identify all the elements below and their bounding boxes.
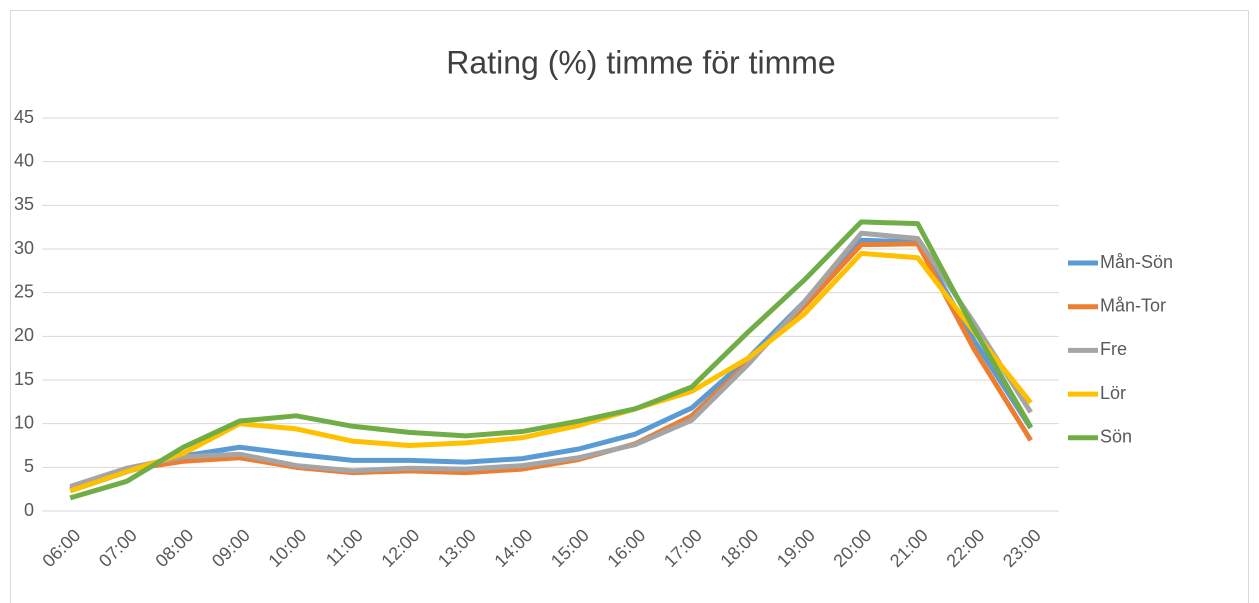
x-tick-label: 17:00 — [660, 525, 706, 571]
line-series — [69, 230, 1033, 489]
x-tick-label: 15:00 — [547, 525, 593, 571]
line-series — [69, 250, 1033, 494]
x-tick-label: 14:00 — [490, 525, 536, 571]
legend-label: Mån-Sön — [1100, 252, 1173, 272]
y-tick-label: 15 — [14, 369, 34, 389]
x-tick-label: 07:00 — [95, 525, 141, 571]
x-tick-label: 08:00 — [151, 525, 197, 571]
x-tick-label: 22:00 — [942, 525, 988, 571]
y-tick-label: 35 — [14, 194, 34, 214]
line-series — [69, 237, 1033, 494]
legend-label: Mån-Tor — [1100, 295, 1166, 315]
legend-label: Lör — [1100, 383, 1126, 403]
chart-border — [10, 10, 1249, 603]
line-series — [69, 241, 1033, 492]
x-tick-label: 16:00 — [603, 525, 649, 571]
legend-label: Sön — [1100, 427, 1132, 447]
x-tick-label: 21:00 — [886, 525, 932, 571]
y-tick-label: 10 — [14, 412, 34, 432]
x-tick-label: 10:00 — [264, 525, 310, 571]
y-tick-label: 0 — [24, 500, 34, 520]
x-tick-label: 11:00 — [322, 525, 367, 570]
y-tick-label: 20 — [14, 325, 34, 345]
x-tick-label: 23:00 — [999, 525, 1045, 571]
line-series — [69, 219, 1033, 501]
x-tick-label: 20:00 — [829, 525, 875, 571]
x-tick-label: 18:00 — [716, 525, 762, 571]
y-tick-label: 25 — [14, 281, 34, 301]
x-tick-label: 06:00 — [38, 525, 84, 571]
y-tick-label: 45 — [14, 107, 34, 127]
chart-title: Rating (%) timme för timme — [446, 44, 835, 80]
x-tick-label: 12:00 — [377, 525, 423, 571]
legend-label: Fre — [1100, 339, 1127, 359]
x-tick-label: 09:00 — [208, 525, 254, 571]
y-tick-label: 5 — [24, 456, 34, 476]
x-tick-label: 19:00 — [773, 525, 819, 571]
y-tick-label: 30 — [14, 238, 34, 258]
x-tick-label: 13:00 — [434, 525, 480, 571]
y-tick-label: 40 — [14, 150, 34, 170]
